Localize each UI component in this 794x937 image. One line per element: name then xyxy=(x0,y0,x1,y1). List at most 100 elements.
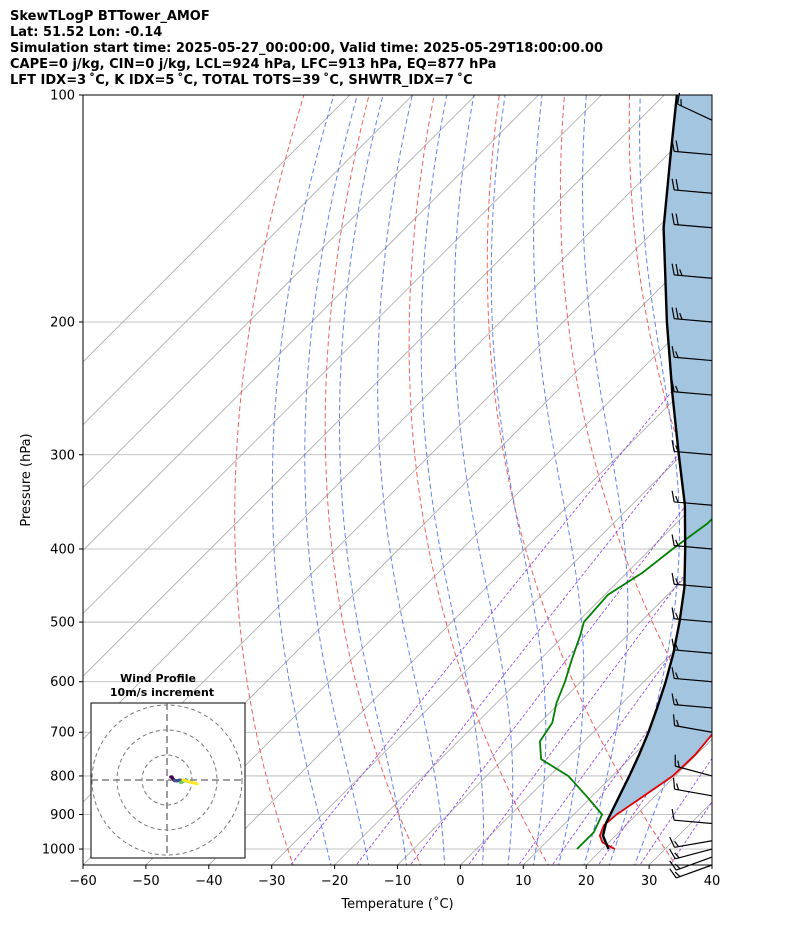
wind-barb xyxy=(669,848,713,860)
wind-barb xyxy=(671,638,713,654)
wind-barb xyxy=(671,693,713,709)
wind-barb-full xyxy=(669,848,676,860)
wind-barb-staff xyxy=(674,819,713,825)
x-tick-label: 0 xyxy=(456,874,464,889)
location-info: Lat: 51.52 Lon: -0.14 xyxy=(10,25,163,40)
wind-barb-full xyxy=(672,777,676,790)
y-axis-label: Pressure (hPa) xyxy=(19,433,34,526)
isotherm-line xyxy=(145,298,712,865)
wind-barb-full xyxy=(671,440,675,452)
wind-barb-staff xyxy=(676,856,713,871)
wind-barb-half xyxy=(675,385,679,393)
moist-adiabat xyxy=(304,95,370,865)
wind-barb-half xyxy=(674,852,680,859)
mixing-ratio-line xyxy=(409,471,712,865)
isotherm-line xyxy=(83,95,665,677)
wind-barb-staff xyxy=(674,189,713,194)
y-tick-label: 400 xyxy=(50,542,75,557)
stability-indices: LFT IDX=3 ˚C, K IDX=5 ˚C, TOTAL TOTS=39 … xyxy=(10,73,473,88)
temperature-profile xyxy=(598,733,712,850)
wind-barb-half xyxy=(675,643,679,651)
y-tick-label: 800 xyxy=(50,769,75,784)
moist-adiabat xyxy=(453,95,514,865)
wind-barb xyxy=(671,440,713,456)
wind-barb xyxy=(674,754,713,777)
isotherm-line xyxy=(83,95,476,489)
wind-barb-staff xyxy=(674,788,713,797)
wind-barb-full xyxy=(671,534,675,546)
isotherm-line xyxy=(83,95,539,552)
y-tick-label: 600 xyxy=(50,675,75,690)
chart-title: SkewTLogP BTTower_AMOF xyxy=(10,9,210,24)
wind-barb-full xyxy=(671,213,675,225)
wind-barb-half xyxy=(675,612,679,620)
hodograph-ring xyxy=(116,729,218,831)
x-tick-label: −50 xyxy=(132,874,159,889)
isotherm-line xyxy=(711,864,712,865)
isotherm-line xyxy=(460,612,712,865)
x-tick-label: 30 xyxy=(641,874,658,889)
wind-barb-staff xyxy=(674,391,713,396)
wind-barb xyxy=(671,572,713,589)
moist-adiabat xyxy=(608,95,680,865)
hodograph-subtitle: 10m/s increment xyxy=(110,686,214,699)
x-tick-label: 40 xyxy=(704,874,721,889)
wind-barb-staff xyxy=(676,864,713,879)
wind-barb-half xyxy=(675,578,679,585)
mixing-ratio-line xyxy=(467,538,712,865)
wind-barb xyxy=(671,534,713,550)
wind-barb-staff xyxy=(674,618,713,623)
wind-barb-half xyxy=(674,840,679,847)
x-tick-label: −20 xyxy=(321,874,348,889)
dry-adiabat xyxy=(760,95,794,868)
wind-barb xyxy=(671,263,713,279)
wind-barb-full xyxy=(671,808,675,821)
wind-barb xyxy=(671,607,713,623)
y-tick-label: 100 xyxy=(50,89,75,104)
hodograph-plot xyxy=(91,703,245,858)
moist-adiabat xyxy=(533,95,585,865)
hodograph-ring xyxy=(141,754,193,806)
wind-barb-half xyxy=(675,495,679,503)
y-tick-label: 700 xyxy=(50,726,75,741)
wind-barb-staff xyxy=(674,318,713,323)
wind-barb-full xyxy=(672,714,676,726)
dry-adiabat xyxy=(234,95,305,865)
isotherm-line xyxy=(397,549,712,865)
isotherm-line xyxy=(208,361,712,865)
wind-barb-full xyxy=(671,667,675,679)
x-axis-label: Temperature (˚C) xyxy=(340,896,453,912)
x-tick-label: 20 xyxy=(578,874,595,889)
wind-barb-full xyxy=(671,693,675,705)
mixing-ratio-line xyxy=(355,411,712,865)
wind-barb-full xyxy=(671,345,675,358)
wind-barb-half xyxy=(676,783,680,791)
wind-barb-full xyxy=(675,213,679,225)
x-tick-label: −30 xyxy=(258,874,285,889)
wind-barb-half xyxy=(676,719,680,727)
wind-barb-full xyxy=(671,178,675,191)
y-tick-label: 300 xyxy=(50,448,75,463)
wind-barb-full xyxy=(675,307,679,320)
wind-barb-full xyxy=(671,380,675,392)
wind-barb xyxy=(671,178,713,194)
mixing-ratio-line xyxy=(597,700,712,865)
wind-barb xyxy=(671,213,713,229)
wind-barb-staff xyxy=(674,840,713,848)
wind-barb-staff xyxy=(675,765,713,777)
convective-params: CAPE=0 j/kg, CIN=0 j/kg, LCL=924 hPa, LF… xyxy=(10,57,497,72)
x-tick-label: 10 xyxy=(515,874,532,889)
wind-barb xyxy=(671,490,713,506)
wind-barb-full xyxy=(671,307,675,319)
dewpoint-profile xyxy=(539,517,712,850)
isotherm-line xyxy=(271,424,712,865)
wind-barb xyxy=(669,864,713,879)
hodograph-title: Wind Profile xyxy=(120,672,196,685)
wind-barb-half xyxy=(675,539,679,547)
y-tick-label: 1000 xyxy=(42,843,75,858)
wind-barb-staff xyxy=(675,848,713,860)
wind-barb-full xyxy=(671,490,675,503)
moist-adiabat xyxy=(377,95,446,865)
isotherm-line xyxy=(83,95,413,426)
